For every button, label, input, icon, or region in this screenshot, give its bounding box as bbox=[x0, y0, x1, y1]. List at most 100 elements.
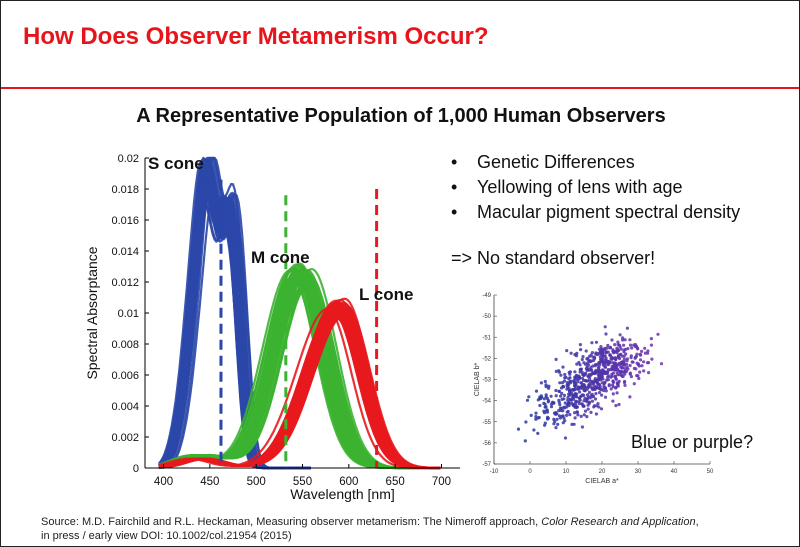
scatter-point bbox=[559, 373, 563, 377]
scatter-points bbox=[516, 325, 664, 443]
scatter-x-tick-label: 50 bbox=[707, 469, 714, 475]
scatter-point bbox=[623, 338, 627, 342]
scatter-point bbox=[587, 390, 592, 394]
scatter-y-tick-label: -54 bbox=[482, 399, 491, 405]
spectral-curve bbox=[158, 278, 441, 470]
scatter-point bbox=[618, 356, 622, 361]
scatter-point bbox=[622, 357, 626, 361]
scatter-point bbox=[589, 367, 593, 372]
spectral-curve bbox=[158, 307, 441, 470]
scatter-point bbox=[582, 413, 586, 417]
scatter-point bbox=[576, 413, 580, 417]
scatter-point bbox=[574, 400, 578, 404]
scatter-point bbox=[560, 381, 565, 385]
scatter-point bbox=[611, 399, 615, 403]
scatter-point bbox=[581, 376, 585, 380]
spectral-curve bbox=[158, 279, 441, 470]
title-divider bbox=[1, 87, 799, 89]
scatter-point bbox=[624, 352, 628, 356]
scatter-point bbox=[569, 379, 573, 383]
scatter-point bbox=[609, 387, 613, 391]
citation-comma: , bbox=[695, 516, 699, 528]
scatter-point bbox=[579, 348, 583, 352]
x-tick-label: 450 bbox=[200, 476, 219, 488]
scatter-point bbox=[534, 415, 538, 419]
scatter-point bbox=[552, 422, 556, 426]
scatter-point bbox=[593, 378, 597, 382]
scatter-point bbox=[629, 375, 634, 379]
y-tick-label: 0.018 bbox=[111, 184, 139, 196]
scatter-point bbox=[632, 382, 636, 386]
scatter-point bbox=[618, 369, 622, 373]
scatter-point bbox=[613, 361, 617, 365]
scatter-point bbox=[568, 390, 572, 394]
scatter-point bbox=[624, 369, 629, 374]
bullet-text: Genetic Differences bbox=[477, 152, 635, 172]
scatter-point bbox=[622, 360, 626, 364]
scatter-point bbox=[579, 414, 583, 418]
scatter-point bbox=[630, 346, 634, 350]
scatter-point bbox=[549, 405, 554, 409]
scatter-point bbox=[598, 369, 602, 373]
scatter-point bbox=[571, 403, 575, 407]
scatter-point bbox=[562, 397, 566, 401]
scatter-point bbox=[616, 343, 620, 347]
scatter-point bbox=[585, 368, 589, 372]
scatter-point bbox=[573, 392, 577, 396]
scatter-point bbox=[597, 391, 602, 395]
scatter-point bbox=[565, 410, 569, 414]
scatter-point bbox=[621, 338, 625, 342]
scatter-point bbox=[565, 349, 569, 353]
scatter-point bbox=[547, 384, 551, 388]
spectral-curve bbox=[158, 279, 441, 470]
scatter-point bbox=[565, 387, 569, 391]
scatter-point bbox=[552, 401, 556, 405]
scatter-point bbox=[581, 355, 585, 359]
scatter-point bbox=[601, 351, 605, 356]
scatter-point bbox=[585, 397, 589, 401]
scatter-point bbox=[593, 370, 598, 374]
scatter-point bbox=[583, 409, 588, 413]
scatter-point bbox=[594, 351, 598, 355]
scatter-y-tick-label: -56 bbox=[482, 441, 491, 447]
spectral-curve bbox=[158, 276, 441, 470]
scatter-point bbox=[569, 351, 573, 355]
scatter-point bbox=[600, 381, 604, 385]
scatter-point bbox=[556, 422, 560, 426]
scatter-point bbox=[544, 383, 548, 387]
scatter-point bbox=[613, 368, 617, 372]
scatter-point bbox=[608, 346, 612, 350]
scatter-point bbox=[566, 395, 570, 400]
scatter-point bbox=[583, 385, 588, 390]
spectral-curve bbox=[158, 276, 441, 470]
scatter-y-tick-label: -51 bbox=[482, 335, 491, 341]
scatter-point bbox=[605, 346, 609, 350]
y-tick-label: 0.012 bbox=[111, 277, 139, 289]
scatter-point bbox=[590, 351, 595, 355]
scatter-point bbox=[546, 416, 550, 420]
scatter-point bbox=[561, 409, 565, 413]
scatter-point bbox=[640, 364, 644, 368]
y-axis-label: Spectral Absorptance bbox=[84, 246, 100, 379]
scatter-point bbox=[611, 380, 615, 384]
scatter-point bbox=[603, 325, 607, 329]
scatter-point bbox=[559, 394, 563, 398]
scatter-point bbox=[619, 353, 623, 357]
y-tick-label: 0.016 bbox=[111, 215, 139, 227]
scatter-point bbox=[611, 385, 615, 389]
scatter-point bbox=[596, 381, 600, 385]
scatter-point bbox=[573, 411, 577, 415]
scatter-point bbox=[645, 361, 650, 365]
series-label: L cone bbox=[359, 285, 413, 304]
spectral-curve bbox=[158, 277, 441, 470]
scatter-point bbox=[579, 381, 583, 385]
scatter-point bbox=[639, 353, 643, 357]
scatter-point bbox=[620, 370, 625, 374]
scatter-point bbox=[543, 421, 547, 425]
scatter-point bbox=[637, 376, 641, 381]
scatter-point bbox=[536, 431, 540, 435]
scatter-point bbox=[616, 373, 620, 377]
bullet-text: Yellowing of lens with age bbox=[477, 177, 683, 197]
scatter-point bbox=[628, 343, 633, 347]
